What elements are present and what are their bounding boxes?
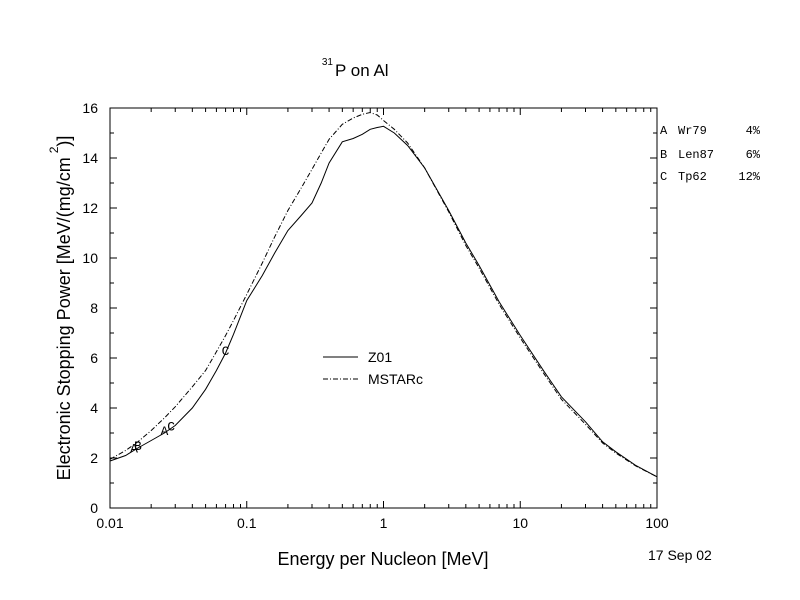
data-marker-b: B — [134, 439, 142, 454]
x-tick-label: 100 — [645, 515, 669, 531]
data-marker-a: A — [161, 424, 169, 439]
x-tick-label: 10 — [512, 515, 528, 531]
data-marker-c: C — [222, 344, 230, 359]
y-axis-label-main: Electronic Stopping Power [MeV/(mg/cm — [54, 157, 74, 480]
ref-row-c-key: C — [660, 170, 667, 184]
x-tick-label: 1 — [380, 515, 388, 531]
y-tick-label: 6 — [90, 350, 98, 366]
y-tick-label: 16 — [82, 100, 98, 116]
series-lines — [109, 111, 658, 478]
reference-table: A Wr79 4% B Len87 6% C Tp62 12% — [660, 124, 761, 184]
ref-row-a-source: Wr79 — [678, 124, 707, 138]
ref-row-a-error: 4% — [746, 124, 761, 138]
series-line-mstarc — [109, 111, 658, 478]
y-tick-labels: 0 2 4 6 8 10 12 14 16 — [82, 100, 98, 516]
y-axis-label-suffix: )] — [54, 136, 74, 147]
x-tick-labels: 0.01 0.1 1 10 100 — [96, 515, 669, 531]
legend-label-z01: Z01 — [368, 349, 392, 365]
data-marker-c: C — [167, 419, 175, 434]
y-tick-label: 12 — [82, 200, 98, 216]
x-tick-label: 0.1 — [237, 515, 257, 531]
y-axis-label-superscript: 2 — [47, 146, 61, 153]
plot-frame — [109, 107, 658, 509]
y-tick-label: 10 — [82, 250, 98, 266]
ref-row-b-error: 6% — [746, 148, 761, 162]
data-marker-a: A — [130, 441, 138, 456]
y-tick-label: 8 — [90, 300, 98, 316]
x-axis-label: Energy per Nucleon [MeV] — [277, 549, 488, 569]
ref-row-c-source: Tp62 — [678, 170, 707, 184]
date-stamp: 17 Sep 02 — [648, 547, 712, 563]
y-axis-label: Electronic Stopping Power [MeV/(mg/cm 2)] — [47, 136, 74, 481]
y-tick-label: 4 — [90, 400, 98, 416]
legend-label-mstarc: MSTARc — [368, 371, 423, 387]
x-tick-label: 0.01 — [96, 515, 123, 531]
legend: Z01 MSTARc — [323, 349, 423, 387]
axis-ticks — [109, 107, 658, 509]
ref-row-b-source: Len87 — [678, 148, 714, 162]
chart-title-superscript: 31 — [322, 57, 334, 68]
y-tick-label: 0 — [90, 500, 98, 516]
series-line-z01 — [109, 125, 658, 478]
y-tick-label: 2 — [90, 450, 98, 466]
chart-title: P on Al — [335, 61, 389, 80]
ref-row-a-key: A — [660, 124, 668, 138]
ref-row-c-error: 12% — [738, 170, 760, 184]
ref-row-b-key: B — [660, 148, 667, 162]
y-tick-label: 14 — [82, 150, 98, 166]
